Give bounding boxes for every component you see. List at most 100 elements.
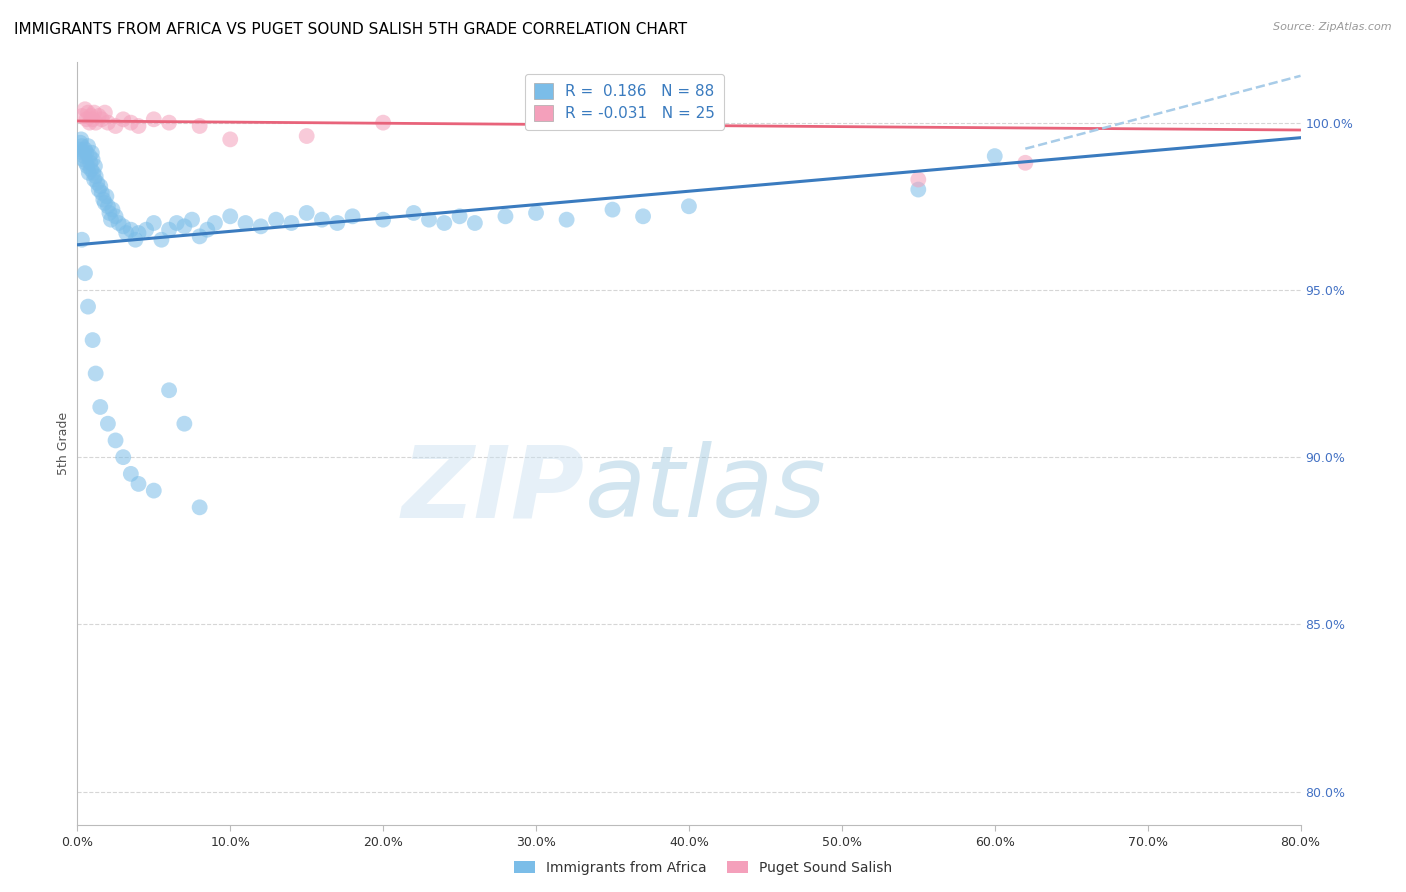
Point [219,132,242,146]
Point [80,145,103,160]
Point [219,209,242,223]
Point [97,199,120,213]
Text: atlas: atlas [585,441,827,538]
Point [79,115,101,129]
Point [402,206,425,220]
Point [97,115,120,129]
Point [127,476,149,491]
Point [77,300,100,314]
Point [181,212,204,227]
Point [89,179,111,194]
Point [70,109,93,123]
Legend: Immigrants from Africa, Puget Sound Salish: Immigrants from Africa, Puget Sound Sali… [508,855,898,880]
Point [127,226,149,240]
Point [77,139,100,153]
Point [84,367,107,381]
Point [90,186,112,200]
Point [70,132,93,146]
Point [80,162,103,177]
Point [77,166,100,180]
Point [631,209,654,223]
Point [204,216,226,230]
Point [80,109,103,123]
Point [295,206,318,220]
Text: ZIP: ZIP [402,441,585,538]
Point [72,145,94,160]
Y-axis label: 5th Grade: 5th Grade [58,412,70,475]
Text: Source: ZipAtlas.com: Source: ZipAtlas.com [1274,22,1392,32]
Point [524,206,547,220]
Point [90,112,112,127]
Point [89,400,111,414]
Point [907,182,929,196]
Point [135,222,157,236]
Point [82,333,104,347]
Point [94,105,117,120]
Point [87,182,110,196]
Point [433,216,456,230]
Point [418,212,440,227]
Point [104,119,127,133]
Text: IMMIGRANTS FROM AFRICA VS PUGET SOUND SALISH 5TH GRADE CORRELATION CHART: IMMIGRANTS FROM AFRICA VS PUGET SOUND SA… [14,22,688,37]
Point [97,417,120,431]
Point [86,176,108,190]
Point [98,206,121,220]
Point [188,229,211,244]
Point [69,142,91,156]
Point [83,172,105,186]
Point [120,115,142,129]
Point [280,216,302,230]
Point [326,216,349,230]
Point [76,145,98,160]
Point [157,115,180,129]
Point [79,149,101,163]
Point [112,112,135,127]
Point [188,500,211,515]
Point [166,216,188,230]
Point [371,212,394,227]
Point [101,202,124,217]
Point [82,112,104,127]
Point [250,219,273,234]
Point [73,102,96,116]
Point [127,119,149,133]
Point [1014,155,1036,169]
Point [87,109,110,123]
Point [678,199,700,213]
Point [79,155,101,169]
Point [104,209,127,223]
Point [107,216,129,230]
Point [84,115,107,129]
Point [342,209,364,223]
Point [94,195,117,210]
Point [73,142,96,156]
Point [82,153,104,167]
Point [602,202,624,217]
Point [112,219,135,234]
Point [449,209,471,223]
Point [188,119,211,133]
Point [295,128,318,143]
Point [104,434,127,448]
Point [311,212,333,227]
Point [235,216,257,230]
Point [142,112,165,127]
Point [907,172,929,186]
Point [72,153,94,167]
Point [555,212,578,227]
Point [464,216,486,230]
Point [100,212,122,227]
Point [112,450,135,464]
Point [76,159,98,173]
Point [157,383,180,397]
Point [142,216,165,230]
Point [70,139,93,153]
Point [82,166,104,180]
Point [76,112,98,127]
Point [173,219,195,234]
Point [120,222,142,236]
Point [77,105,100,120]
Point [264,212,287,227]
Point [84,169,107,183]
Point [70,233,93,247]
